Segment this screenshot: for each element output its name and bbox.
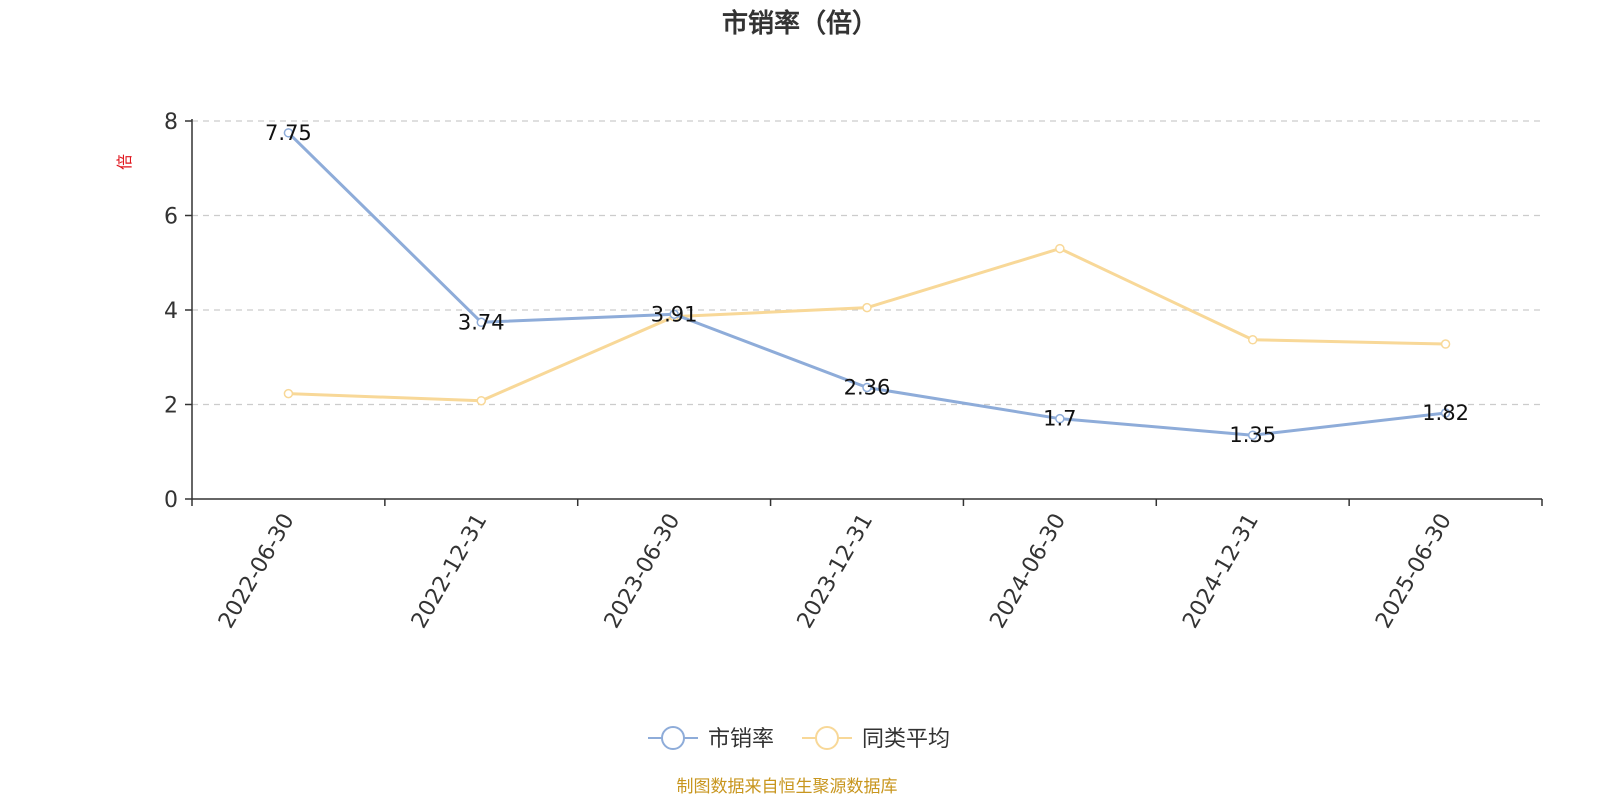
legend-item-label[interactable]: 市销率 — [708, 727, 774, 752]
data-point[interactable] — [1247, 335, 1258, 345]
data-label: 3.91 — [651, 302, 698, 326]
chart-title: 市销率（倍） — [722, 8, 878, 39]
y-tick-label: 4 — [164, 299, 178, 324]
x-tick-label: 2024-12-31 — [1178, 510, 1264, 633]
y-tick-label: 8 — [164, 110, 178, 135]
legend-item-label[interactable]: 同类平均 — [862, 727, 950, 752]
data-point[interactable] — [283, 128, 294, 138]
data-point[interactable] — [283, 388, 294, 399]
data-labels: 7.75 3.74 3.91 2.36 1.7 1.35 1.82 — [265, 121, 1469, 447]
data-point[interactable] — [669, 309, 679, 320]
x-tick-labels: 2022-06-30 2022-12-31 2023-06-30 2023-12-31… — [214, 510, 1457, 633]
data-point[interactable] — [1055, 413, 1065, 424]
legend-marker — [815, 726, 839, 750]
data-label: 1.82 — [1422, 401, 1469, 425]
data-point[interactable] — [1055, 243, 1065, 254]
grid-lines — [192, 120, 1542, 406]
y-tick-labels: 0 2 4 6 8 — [164, 110, 178, 513]
data-label: 7.75 — [265, 121, 312, 145]
data-label: 1.35 — [1229, 423, 1276, 447]
data-label: 1.7 — [1043, 407, 1076, 431]
data-point[interactable] — [862, 382, 872, 393]
data-point[interactable] — [476, 395, 487, 406]
data-point[interactable] — [476, 317, 487, 328]
x-tick-label: 2022-06-30 — [214, 510, 300, 633]
x-tick-label: 2022-12-31 — [407, 510, 493, 633]
axes — [185, 119, 1543, 506]
data-point[interactable] — [1440, 339, 1451, 349]
legend-marker — [661, 726, 685, 750]
x-tick-label: 2025-06-30 — [1371, 510, 1457, 633]
x-tick-label: 2023-12-31 — [793, 510, 879, 633]
legend[interactable]: 市销率 同类平均 — [648, 726, 950, 752]
data-label: 2.36 — [844, 375, 891, 399]
y-tick-label: 0 — [164, 488, 178, 513]
source-note: 制图数据来自恒生聚源数据库 — [677, 777, 898, 797]
data-point[interactable] — [1440, 408, 1451, 418]
y-tick-label: 6 — [164, 205, 178, 230]
y-tick-label: 2 — [164, 394, 178, 419]
data-point[interactable] — [1247, 430, 1258, 440]
data-label: 3.74 — [458, 310, 505, 334]
series-group — [283, 128, 1451, 440]
x-tick-label: 2024-06-30 — [985, 510, 1071, 633]
x-tick-label: 2023-06-30 — [600, 510, 686, 633]
y-axis-label: 倍 — [115, 154, 134, 170]
data-point[interactable] — [862, 302, 872, 313]
